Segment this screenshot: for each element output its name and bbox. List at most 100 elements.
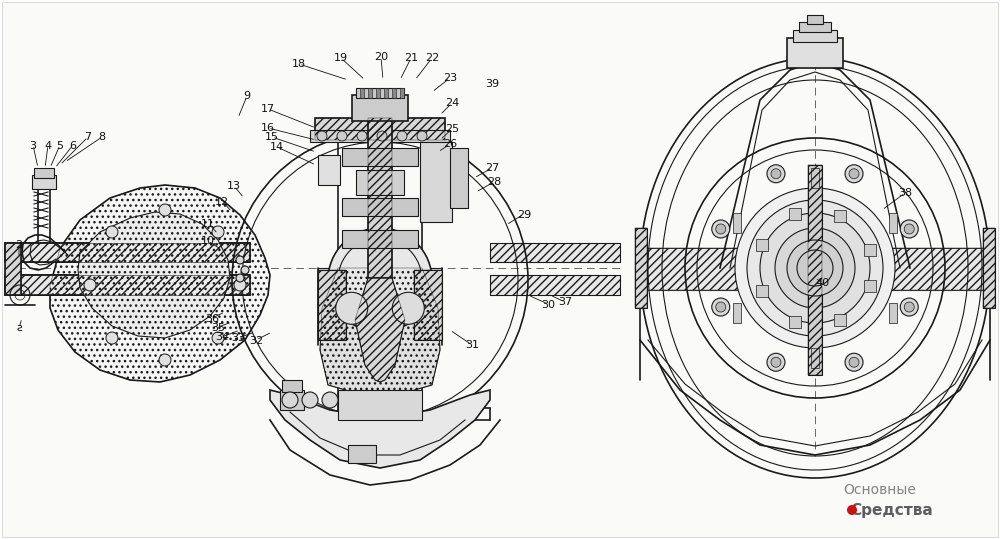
Text: 33: 33 [231,334,245,343]
Circle shape [84,279,96,291]
Text: 28: 28 [487,177,501,187]
Bar [5,243,21,295]
Circle shape [212,332,224,344]
Bar [32,175,56,189]
Bar [733,213,741,233]
Circle shape [392,292,424,324]
Bar [864,280,876,292]
Text: 18: 18 [292,59,306,68]
Circle shape [712,298,730,316]
Bar [789,208,801,220]
Bar [640,248,990,290]
Bar [5,243,250,262]
Bar [811,168,819,188]
Bar [280,390,304,410]
Text: 23: 23 [443,73,457,83]
Circle shape [849,169,859,179]
Circle shape [282,392,298,408]
Text: 31: 31 [465,340,479,350]
Circle shape [106,332,118,344]
Text: Средства: Средства [851,502,933,517]
Text: 21: 21 [404,53,418,63]
Bar [5,243,21,295]
Bar [384,88,388,98]
Circle shape [767,353,785,371]
Bar [793,30,837,42]
Text: 32: 32 [249,336,263,345]
Bar [368,88,372,98]
Polygon shape [320,268,440,400]
Bar [356,88,404,98]
Bar [799,22,831,32]
Circle shape [716,302,726,312]
Bar [889,213,897,233]
Circle shape [735,188,895,348]
Circle shape [767,165,785,183]
Text: 5: 5 [56,141,64,150]
Polygon shape [270,390,490,468]
Circle shape [747,200,883,336]
Bar [787,38,843,68]
Bar [368,118,392,278]
Text: 12: 12 [215,197,229,206]
Text: 35: 35 [211,323,225,333]
Text: 34: 34 [215,332,229,342]
Text: 25: 25 [445,125,459,134]
Bar [490,243,620,262]
Bar [414,270,442,340]
Circle shape [336,292,368,324]
Bar [834,314,846,326]
Circle shape [377,131,387,141]
Bar [342,198,418,216]
Bar [864,244,876,256]
Bar [338,390,422,420]
Bar [310,130,450,142]
Text: 10: 10 [201,237,215,246]
Text: 6: 6 [70,141,76,150]
Text: 26: 26 [443,140,457,149]
Text: 20: 20 [374,52,388,62]
Bar [5,275,250,295]
Text: 3: 3 [30,141,36,150]
Polygon shape [355,278,405,382]
Bar [640,248,990,290]
Bar [756,239,768,251]
Circle shape [106,226,118,238]
Bar [352,95,408,121]
Circle shape [322,392,338,408]
Bar [490,275,620,295]
Text: 11: 11 [201,219,215,229]
Bar [808,165,822,375]
Circle shape [712,220,730,238]
Circle shape [760,213,870,323]
Text: 40: 40 [816,278,830,288]
Bar [811,348,819,368]
Circle shape [302,392,318,408]
Circle shape [900,298,918,316]
Bar [376,88,380,98]
Circle shape [845,353,863,371]
Text: 24: 24 [445,99,459,108]
Bar [318,270,346,340]
Bar [420,142,452,222]
Circle shape [849,357,859,367]
Circle shape [397,131,407,141]
Bar [808,165,822,375]
Text: 29: 29 [517,210,531,219]
Text: 9: 9 [243,91,251,101]
Text: 4: 4 [44,141,52,150]
Bar [360,88,364,98]
Text: Основные: Основные [844,483,916,497]
Bar [342,230,418,248]
Text: 39: 39 [485,79,499,88]
Bar [490,275,620,295]
Circle shape [847,505,857,515]
Bar [400,88,404,98]
Bar [635,228,647,308]
Circle shape [787,240,843,296]
Bar [392,88,396,98]
Text: 15: 15 [265,133,279,142]
Circle shape [771,169,781,179]
Bar [342,148,418,166]
Circle shape [775,228,855,308]
